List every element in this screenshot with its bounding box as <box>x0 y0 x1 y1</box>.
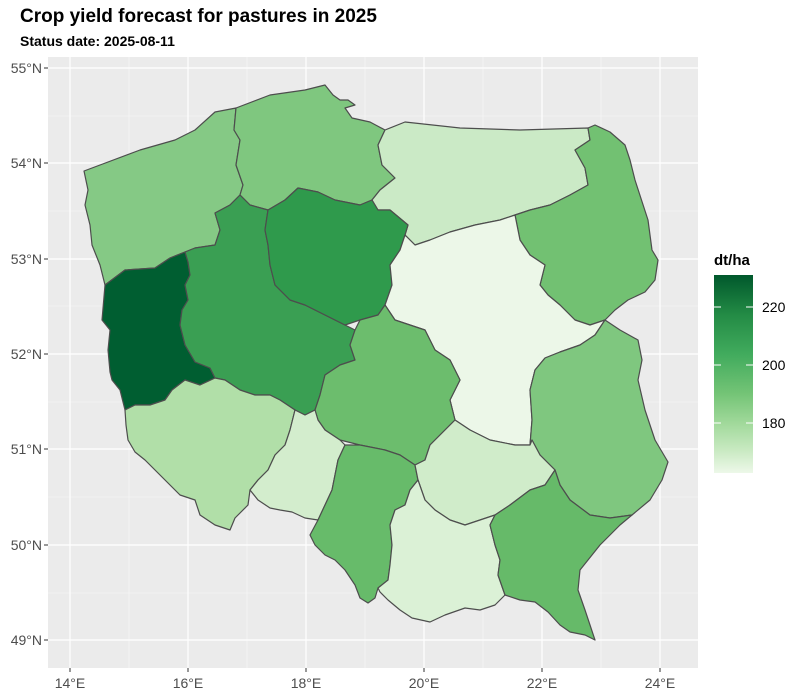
x-tick-label: 22°E <box>527 675 558 691</box>
region-podkarpackie[interactable] <box>489 469 633 641</box>
x-tick-label: 14°E <box>55 675 86 691</box>
legend-tick-label: 220 <box>762 299 786 315</box>
x-tick-label: 16°E <box>173 675 204 691</box>
y-tick-label: 54°N <box>11 155 42 171</box>
legend-tick-marks <box>714 306 753 424</box>
regions-layer <box>83 84 669 641</box>
y-tick-label: 51°N <box>11 441 42 457</box>
legend-tick-label: 200 <box>762 357 786 373</box>
y-axis-labels: 55°N 54°N 53°N 52°N 51°N 50°N 49°N <box>11 60 42 648</box>
y-tick-label: 49°N <box>11 632 42 648</box>
x-tick-label: 24°E <box>645 675 676 691</box>
legend: dt/ha 220 200 180 <box>714 252 786 473</box>
y-tick-label: 53°N <box>11 251 42 267</box>
chart-title: Crop yield forecast for pastures in 2025 <box>20 6 377 27</box>
legend-tick-label: 180 <box>762 415 786 431</box>
axis-ticks <box>44 67 661 672</box>
x-tick-label: 18°E <box>291 675 322 691</box>
chart-subtitle: Status date: 2025-08-11 <box>20 33 175 49</box>
x-tick-label: 20°E <box>409 675 440 691</box>
y-tick-label: 55°N <box>11 60 42 76</box>
y-tick-label: 52°N <box>11 346 42 362</box>
legend-colorbar <box>714 275 753 473</box>
region-opolskie[interactable] <box>249 409 346 521</box>
y-tick-label: 50°N <box>11 537 42 553</box>
x-axis-labels: 14°E 16°E 18°E 20°E 22°E 24°E <box>55 675 676 691</box>
legend-title: dt/ha <box>714 252 750 269</box>
